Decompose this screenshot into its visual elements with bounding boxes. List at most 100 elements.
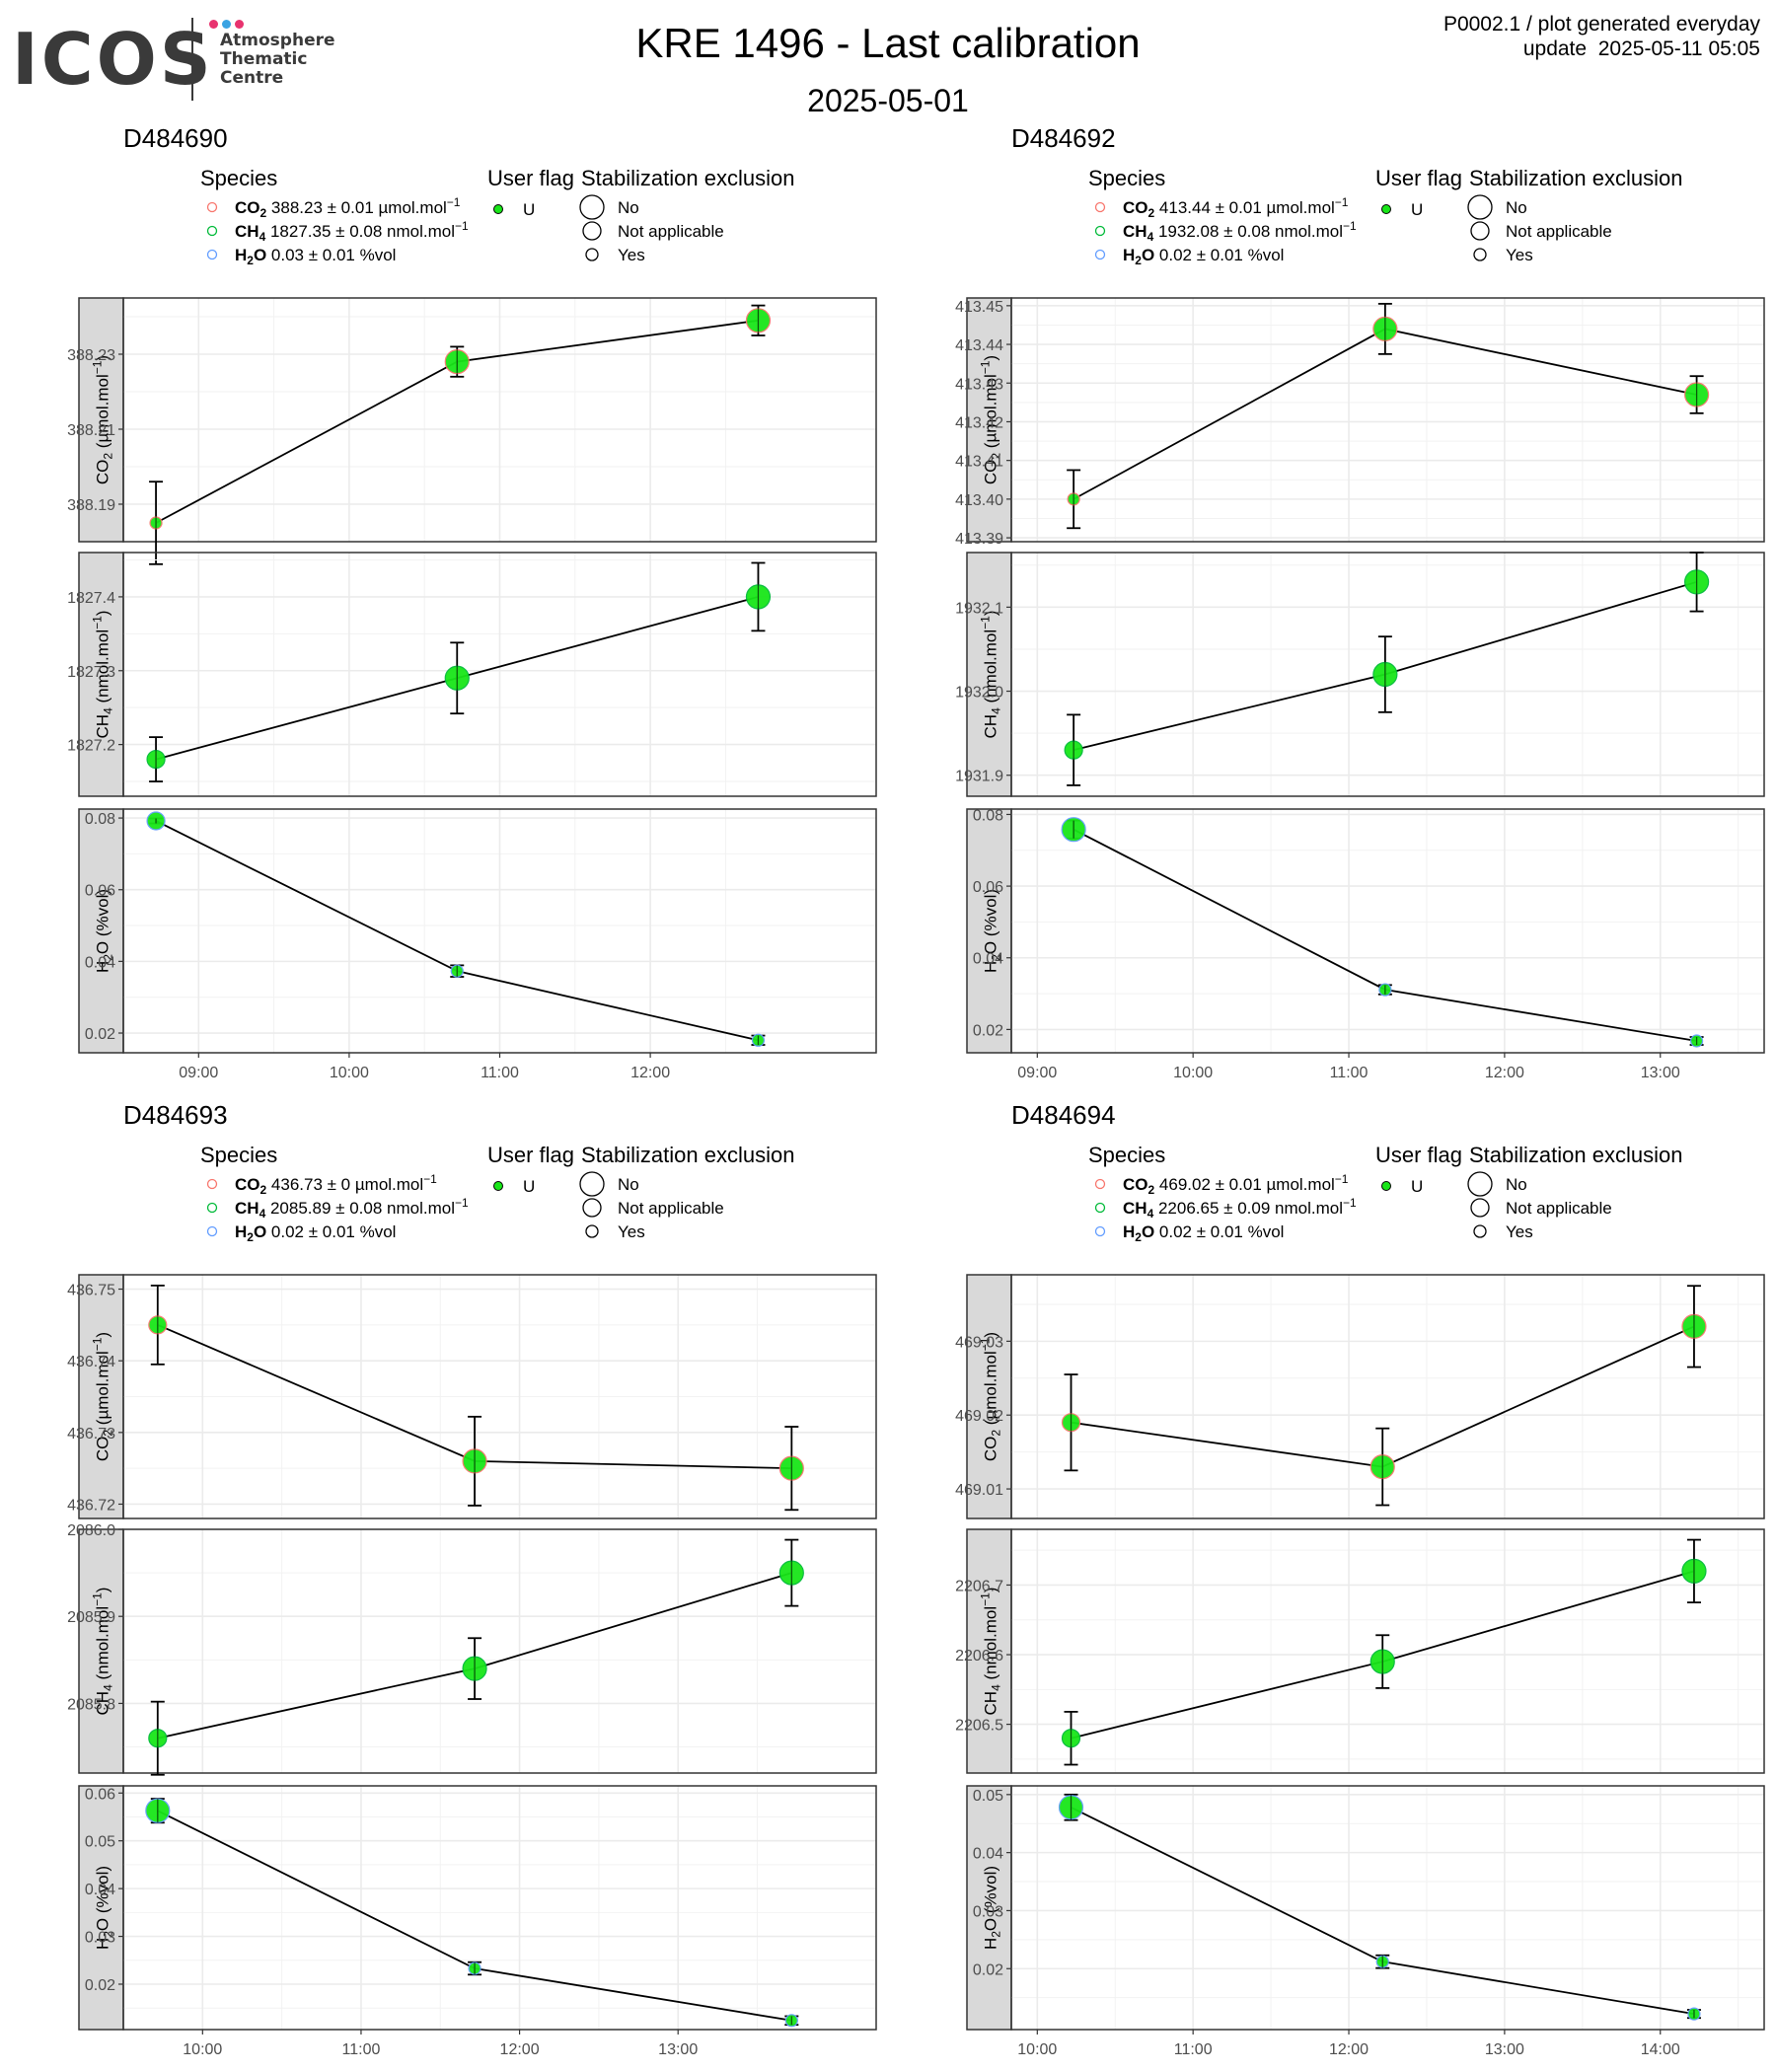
facet-axis-label: H2O (%vol) xyxy=(982,1866,1003,1950)
facet-axis-label: CO2 (µmol.mol−1) xyxy=(91,1332,115,1461)
facet-axis-label: CO2 (µmol.mol−1) xyxy=(979,355,1003,484)
legend-user-flag-value: U xyxy=(1411,200,1423,219)
legend-stabilization-value: Yes xyxy=(618,246,645,264)
panel-title: D484694 xyxy=(1011,1100,1116,1130)
y-tick-label: 436.75 xyxy=(67,1283,115,1299)
y-tick-label: 0.02 xyxy=(85,1977,115,1994)
facet-border xyxy=(1010,552,1765,797)
facet-axis-label: CH4 (nmol.mol−1) xyxy=(979,611,1003,739)
legend-entry-ch4: CH4 2085.89 ± 0.08 nmol.mol−1 xyxy=(235,1196,469,1221)
legend-stabilization-value: Yes xyxy=(1506,246,1533,264)
x-tick-label: 11:00 xyxy=(1174,2041,1213,2058)
legend-title-stabilization: Stabilization exclusion xyxy=(581,166,794,190)
y-tick-label: 0.03 xyxy=(973,1903,1003,1920)
legend-stabilization-value: No xyxy=(618,1175,639,1194)
legend-key-stabilization xyxy=(1467,1171,1493,1197)
y-tick-label: 2206.7 xyxy=(955,1578,1003,1594)
logo-dots xyxy=(209,16,248,34)
x-tick-label: 12:00 xyxy=(1485,1065,1524,1081)
generation-note: P0002.1 / plot generated everyday update… xyxy=(1443,12,1760,61)
logo-divider xyxy=(191,18,193,101)
facet-border xyxy=(122,1528,877,1774)
y-tick-label: 413.39 xyxy=(955,531,1003,548)
legend-key-ch4 xyxy=(206,1202,218,1214)
facet-border xyxy=(122,1785,877,2031)
x-tick-label: 10:00 xyxy=(330,1065,369,1081)
legend-key-stabilization xyxy=(1470,1198,1490,1218)
y-tick-label: 0.06 xyxy=(973,879,1003,896)
legend-entry-h2o: H2O 0.02 ± 0.01 %vol xyxy=(1123,246,1284,267)
y-tick-label: 436.73 xyxy=(67,1426,115,1443)
y-tick-label: 2085.9 xyxy=(67,1609,115,1626)
facet-ch4: CH4 (nmol.mol−1)1827.2 1827.3 1827.4 xyxy=(67,552,877,797)
panel-D484690: D484690 Species User flag Stabilization exc… xyxy=(67,123,877,1081)
x-tick-label: 14:00 xyxy=(1641,2041,1680,2058)
legend-key-stabilization xyxy=(585,1224,599,1238)
x-tick-label: 12:00 xyxy=(500,2041,540,2058)
facet-axis-label: CO2 (µmol.mol−1) xyxy=(91,355,115,484)
y-tick-label: 0.04 xyxy=(85,1882,115,1898)
panel-title: D484693 xyxy=(123,1100,228,1130)
y-tick-label: 469.01 xyxy=(955,1482,1003,1499)
y-tick-label: 2085.8 xyxy=(67,1696,115,1713)
y-tick-label: 436.74 xyxy=(67,1354,115,1370)
legend-key-stabilization xyxy=(582,221,602,241)
logo-subtitle: Atmosphere Thematic Centre xyxy=(220,31,335,88)
logo-dot xyxy=(235,20,244,29)
facet-strip xyxy=(78,552,124,797)
legend-user-flag-value: U xyxy=(1411,1177,1423,1196)
legend-title-species: Species xyxy=(1088,166,1165,190)
facet-strip xyxy=(966,297,1012,543)
y-tick-label: 0.08 xyxy=(85,811,115,828)
logo-dot xyxy=(222,20,231,29)
facet-strip xyxy=(966,808,1012,1054)
facet-co2: CO2 (µmol.mol−1) 413.39 413.40 413.41 413.42… xyxy=(955,297,1765,548)
y-tick-label: 0.02 xyxy=(973,1022,1003,1039)
y-tick-label: 1827.3 xyxy=(67,664,115,681)
y-tick-label: 413.43 xyxy=(955,376,1003,393)
x-tick-label: 10:00 xyxy=(1017,2041,1057,2058)
facet-strip xyxy=(78,1785,124,2031)
legend-stabilization-value: No xyxy=(1506,198,1527,217)
facet-strip xyxy=(78,297,124,543)
legend-entry-h2o: H2O 0.02 ± 0.01 %vol xyxy=(235,1222,396,1244)
legend-title-user-flag: User flag xyxy=(487,166,574,190)
legend-key-h2o xyxy=(206,249,218,260)
y-tick-label: 0.08 xyxy=(973,807,1003,824)
y-tick-label: 0.06 xyxy=(85,1786,115,1803)
facet-border xyxy=(1010,1274,1765,1519)
legend-stabilization-value: No xyxy=(1506,1175,1527,1194)
legend-stabilization-value: Not applicable xyxy=(1506,222,1612,241)
y-tick-label: 1827.2 xyxy=(67,738,115,755)
y-tick-label: 1932.1 xyxy=(955,600,1003,617)
legend-key-co2 xyxy=(206,201,218,213)
series-line xyxy=(157,1810,792,2022)
panel-title: D484690 xyxy=(123,123,228,153)
panel-D484692: D484692 Species User flag Stabilization exc… xyxy=(955,123,1765,1081)
panel-D484694: D484694 Species User flag Stabilization exc… xyxy=(955,1100,1765,2058)
legend-user-flag-value: U xyxy=(523,1177,535,1196)
legend-user-flag-value: U xyxy=(523,200,535,219)
legend-stabilization-value: Not applicable xyxy=(1506,1199,1612,1218)
legend-key-co2 xyxy=(1094,1178,1106,1190)
legend-entry-co2: CO2 388.23 ± 0.01 µmol.mol−1 xyxy=(235,195,461,220)
facet-border xyxy=(122,297,877,543)
y-tick-label: 2206.6 xyxy=(955,1648,1003,1665)
x-tick-label: 12:00 xyxy=(630,1065,670,1081)
y-tick-label: 0.03 xyxy=(85,1930,115,1947)
legend-key-stabilization xyxy=(585,248,599,261)
legend-entry-ch4: CH4 1827.35 ± 0.08 nmol.mol−1 xyxy=(235,219,469,244)
facet-axis-label: CH4 (nmol.mol−1) xyxy=(979,1588,1003,1716)
y-tick-label: 413.45 xyxy=(955,299,1003,316)
legend-key-h2o xyxy=(206,1225,218,1237)
series-line xyxy=(1073,828,1697,1042)
facet-border xyxy=(1010,1528,1765,1774)
panel-title: D484692 xyxy=(1011,123,1116,153)
y-tick-label: 388.23 xyxy=(67,347,115,364)
legend-entry-co2: CO2 469.02 ± 0.01 µmol.mol−1 xyxy=(1123,1172,1349,1197)
y-tick-label: 469.02 xyxy=(955,1408,1003,1425)
facet-strip xyxy=(78,1274,124,1519)
legend-title-species: Species xyxy=(200,1143,277,1167)
x-tick-label: 12:00 xyxy=(1329,2041,1369,2058)
y-tick-label: 0.05 xyxy=(973,1788,1003,1805)
